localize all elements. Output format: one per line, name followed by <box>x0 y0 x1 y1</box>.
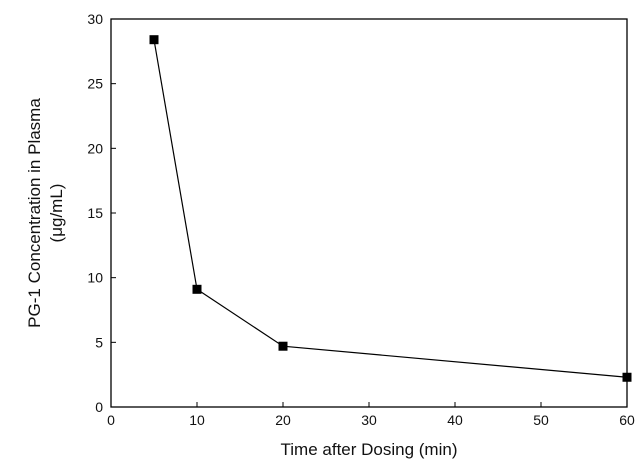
y-tick-label: 15 <box>87 205 103 221</box>
y-tick-label: 30 <box>87 11 103 27</box>
y-tick-label: 20 <box>87 140 103 156</box>
y-tick-label: 5 <box>95 334 103 350</box>
plot-frame <box>110 18 628 408</box>
x-tick-label: 20 <box>275 412 291 428</box>
x-tick-label: 40 <box>447 412 463 428</box>
x-tick-label: 0 <box>107 412 115 428</box>
x-tick-label: 50 <box>533 412 549 428</box>
y-tick-label: 10 <box>87 270 103 286</box>
data-point-marker <box>622 372 632 382</box>
x-tick-label: 60 <box>619 412 635 428</box>
y-ticks: 0 5 10 15 20 25 30 <box>87 11 116 415</box>
y-axis-title: PG-1 Concentration in Plasma (μg/mL) <box>25 98 66 328</box>
y-tick-label: 25 <box>87 76 103 92</box>
data-point-marker <box>149 35 159 45</box>
x-tick-label: 10 <box>189 412 205 428</box>
y-axis-title-line2: (μg/mL) <box>47 184 66 243</box>
series-line <box>153 39 628 378</box>
x-axis-title: Time after Dosing (min) <box>281 440 458 459</box>
y-axis-title-line1: PG-1 Concentration in Plasma <box>25 98 44 328</box>
y-tick-label: 0 <box>95 399 103 415</box>
data-point-marker <box>278 341 288 351</box>
x-ticks: 0 10 20 30 40 50 60 <box>107 402 635 428</box>
data-point-marker <box>192 284 202 294</box>
x-tick-label: 30 <box>361 412 377 428</box>
series-group <box>149 35 632 382</box>
